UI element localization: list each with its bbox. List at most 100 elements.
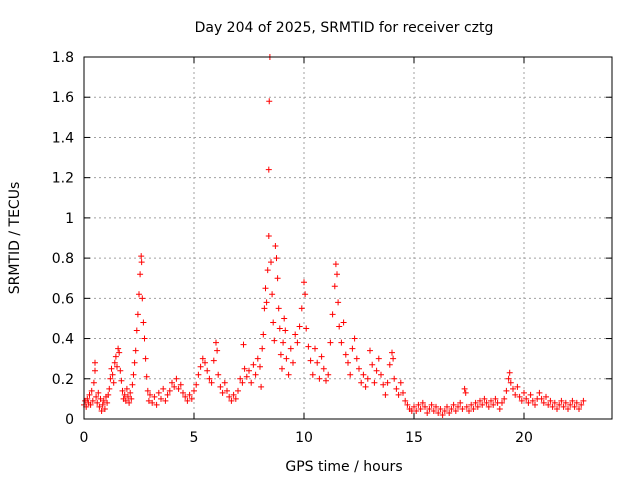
- data-point: [106, 385, 113, 392]
- data-point: [144, 387, 151, 394]
- axis-ticks: [83, 56, 612, 420]
- data-point: [305, 343, 312, 350]
- data-point: [282, 327, 289, 334]
- data-point: [404, 401, 411, 408]
- data-point: [549, 403, 556, 410]
- data-point: [415, 401, 422, 408]
- data-point: [419, 399, 426, 406]
- data-point: [122, 397, 129, 404]
- data-point: [94, 399, 101, 406]
- data-point: [336, 323, 343, 330]
- data-point: [514, 383, 521, 390]
- data-point: [232, 395, 239, 402]
- data-point: [439, 411, 446, 418]
- data-point: [527, 391, 534, 398]
- data-point: [239, 379, 246, 386]
- data-point: [470, 405, 477, 412]
- data-point: [510, 385, 516, 392]
- data-point: [452, 407, 459, 414]
- data-point: [131, 359, 138, 366]
- data-point: [259, 345, 266, 352]
- data-point: [402, 397, 409, 404]
- data-point: [279, 365, 285, 372]
- data-point: [312, 345, 318, 352]
- data-point: [345, 359, 351, 366]
- data-point: [175, 385, 182, 392]
- data-point: [180, 389, 186, 396]
- data-point: [250, 361, 257, 368]
- data-point: [164, 391, 171, 398]
- data-point: [92, 367, 98, 374]
- data-point: [441, 407, 448, 414]
- chart-title: Day 204 of 2025, SRMTID for receiver czt…: [195, 20, 494, 36]
- data-point: [334, 271, 340, 278]
- data-point: [127, 389, 134, 396]
- data-point: [108, 365, 115, 372]
- data-point: [204, 367, 211, 374]
- data-point: [349, 345, 356, 352]
- data-point: [129, 381, 136, 388]
- data-point: [463, 403, 470, 410]
- data-point: [331, 283, 338, 290]
- data-point: [105, 391, 112, 398]
- data-point: [186, 391, 193, 398]
- data-point: [490, 401, 497, 408]
- data-point: [294, 339, 301, 346]
- data-point: [340, 319, 347, 326]
- data-point: [138, 253, 145, 260]
- data-point: [215, 371, 222, 378]
- data-point: [252, 371, 259, 378]
- data-point: [116, 349, 123, 356]
- data-point: [538, 395, 545, 402]
- data-point: [138, 259, 145, 266]
- data-point: [448, 405, 455, 412]
- data-point: [287, 345, 294, 352]
- data-point: [89, 397, 96, 404]
- data-point: [422, 403, 428, 410]
- data-point: [573, 399, 580, 406]
- data-point: [155, 389, 162, 396]
- data-point: [264, 267, 271, 274]
- data-point: [298, 305, 305, 312]
- data-point: [457, 399, 464, 406]
- data-point: [274, 275, 281, 282]
- data-point: [296, 323, 303, 330]
- data-point: [147, 391, 153, 398]
- data-point: [417, 405, 424, 412]
- data-point: [208, 379, 215, 386]
- data-point: [477, 397, 483, 404]
- data-point: [240, 341, 247, 348]
- data-point: [193, 381, 200, 388]
- data-point: [107, 375, 114, 382]
- data-point: [358, 379, 365, 386]
- data-point: [382, 391, 389, 398]
- data-point: [99, 401, 106, 408]
- y-tick-label: 0: [65, 412, 74, 428]
- data-point: [134, 311, 141, 318]
- data-point: [292, 331, 299, 338]
- data-point: [380, 381, 387, 388]
- data-point: [450, 401, 457, 408]
- data-point: [96, 403, 103, 410]
- data-point: [545, 401, 552, 408]
- data-point: [273, 255, 280, 262]
- data-point: [149, 399, 156, 406]
- data-point: [254, 355, 261, 362]
- data-point: [226, 393, 233, 400]
- y-tick-label: 1: [65, 211, 74, 227]
- data-point: [92, 359, 98, 366]
- data-point: [290, 359, 296, 366]
- data-point: [371, 379, 378, 386]
- data-point: [243, 373, 250, 380]
- data-point: [98, 407, 105, 414]
- data-point: [428, 401, 435, 408]
- data-point: [224, 387, 230, 394]
- data-point: [459, 405, 466, 412]
- data-point: [351, 335, 358, 342]
- data-point: [217, 383, 224, 390]
- data-point: [433, 403, 439, 410]
- data-point: [373, 367, 380, 374]
- data-point: [323, 377, 329, 384]
- data-point: [97, 395, 104, 402]
- data-point: [565, 405, 571, 412]
